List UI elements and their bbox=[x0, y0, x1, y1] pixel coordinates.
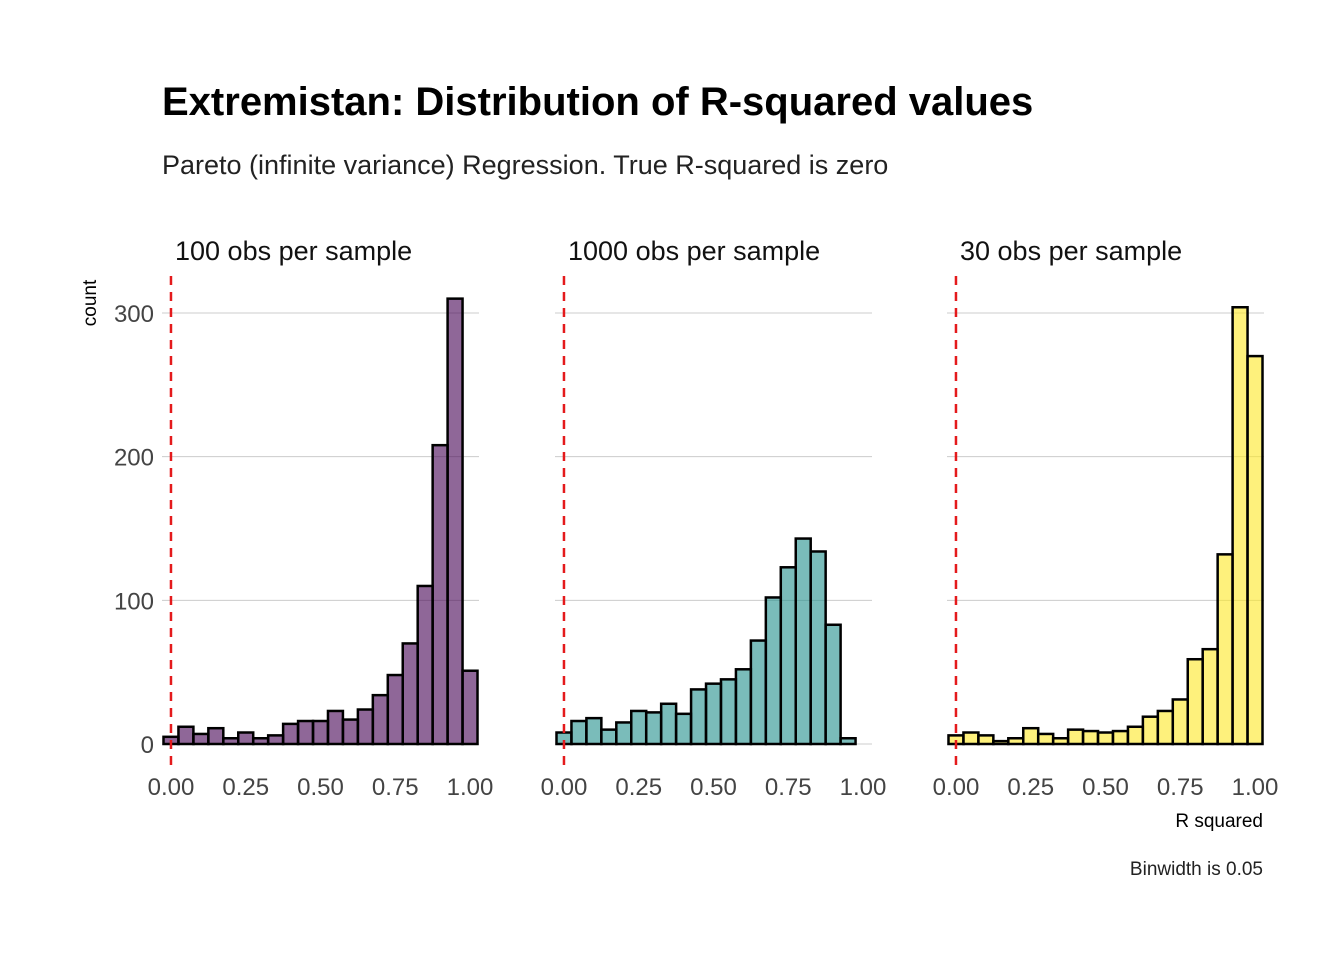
facet-label: 1000 obs per sample bbox=[568, 236, 820, 266]
histogram-bar bbox=[222, 737, 240, 746]
histogram-bar bbox=[1156, 709, 1175, 746]
x-tick-label: 0.00 bbox=[933, 774, 980, 801]
x-tick-label: 0.00 bbox=[148, 774, 195, 801]
histogram-bar bbox=[1066, 728, 1085, 746]
x-tick-label: 0.25 bbox=[222, 774, 269, 801]
histogram-bar bbox=[1111, 729, 1130, 746]
histogram-bar bbox=[311, 719, 330, 746]
histogram-bar bbox=[779, 566, 797, 746]
histogram-bar bbox=[704, 682, 723, 746]
histogram-bar bbox=[585, 716, 603, 746]
y-tick-label: 200 bbox=[114, 445, 154, 472]
facet-panel: 100 obs per sample 0 100 200 300 0.00 0.25 0.50… bbox=[114, 236, 493, 801]
histogram-bar bbox=[177, 725, 195, 746]
x-tick-label: 1.00 bbox=[1232, 774, 1279, 801]
histogram-bar bbox=[416, 584, 434, 746]
facet-panel: 1000 obs per sample 0.00 0.25 0.50 0.75 1.00 bbox=[541, 236, 887, 801]
histogram-bar bbox=[644, 711, 663, 746]
y-tick-label: 0 bbox=[141, 732, 154, 759]
histogram-bar bbox=[266, 734, 285, 746]
histogram-bar bbox=[1186, 657, 1204, 746]
histogram-bar bbox=[962, 731, 980, 746]
histogram-bar bbox=[1246, 354, 1264, 746]
x-tick-label: 0.00 bbox=[541, 774, 588, 801]
histogram-bar bbox=[1126, 725, 1145, 746]
histogram-bar bbox=[1231, 306, 1249, 746]
facet-panel: 30 obs per sample 0.00 0.25 0.50 0.75 1.00 bbox=[933, 236, 1279, 801]
histogram-bar bbox=[719, 678, 738, 746]
histogram-bar bbox=[734, 668, 753, 746]
y-axis-title: count bbox=[80, 279, 101, 326]
x-tick-label: 0.50 bbox=[690, 774, 737, 801]
y-tick-label: 300 bbox=[114, 301, 154, 328]
x-tick-label: 0.75 bbox=[765, 774, 812, 801]
histogram-bar bbox=[824, 623, 842, 746]
histogram-bar bbox=[992, 739, 1010, 746]
x-tick-label: 0.75 bbox=[1157, 774, 1204, 801]
histogram-bar bbox=[674, 712, 693, 746]
histogram-bar bbox=[977, 734, 995, 746]
histogram-bar bbox=[401, 642, 419, 746]
histogram-bar bbox=[356, 708, 375, 746]
histogram-bar bbox=[1216, 553, 1234, 746]
histogram-bar bbox=[1141, 715, 1160, 746]
y-tick-label: 100 bbox=[114, 588, 154, 615]
chart-subtitle: Pareto (infinite variance) Regression. T… bbox=[162, 150, 888, 180]
histogram-bar bbox=[192, 732, 210, 746]
histogram-bar bbox=[326, 709, 345, 746]
x-tick-label: 0.25 bbox=[615, 774, 662, 801]
histogram-bar bbox=[251, 737, 270, 746]
histogram-bar bbox=[1096, 731, 1115, 746]
x-tick-label: 0.50 bbox=[1082, 774, 1129, 801]
x-tick-label: 1.00 bbox=[840, 774, 887, 801]
histogram-bar bbox=[630, 709, 648, 746]
x-tick-label: 0.50 bbox=[297, 774, 344, 801]
chart-caption: Binwidth is 0.05 bbox=[1130, 859, 1263, 880]
histogram-bar bbox=[371, 693, 390, 746]
histogram-bar bbox=[386, 673, 404, 746]
chart-title: Extremistan: Distribution of R-squared v… bbox=[162, 80, 1033, 124]
histogram-bar bbox=[839, 737, 857, 746]
histogram-bar bbox=[341, 718, 360, 746]
histogram-bar bbox=[809, 550, 827, 746]
facet-label: 30 obs per sample bbox=[960, 236, 1182, 266]
histogram-bar bbox=[689, 688, 708, 746]
histogram-bar bbox=[296, 719, 315, 746]
histogram-bar bbox=[615, 721, 633, 746]
histogram-bar bbox=[1081, 729, 1100, 746]
histogram-bar bbox=[461, 669, 479, 746]
x-axis-title: R squared bbox=[1175, 811, 1263, 832]
histogram-bar bbox=[237, 731, 255, 746]
histogram-bar bbox=[207, 726, 225, 746]
histogram-bar bbox=[1007, 737, 1025, 746]
facet-label: 100 obs per sample bbox=[175, 236, 412, 266]
histogram-bar bbox=[659, 702, 678, 746]
histogram-bar bbox=[1022, 726, 1040, 746]
histogram-bar bbox=[446, 297, 464, 746]
histogram-bar bbox=[431, 443, 449, 746]
histogram-bar bbox=[1051, 737, 1070, 746]
histogram-bar bbox=[794, 537, 812, 746]
histogram-bar bbox=[1201, 647, 1219, 746]
histogram-bar bbox=[1036, 732, 1055, 746]
facet-panels: 100 obs per sample 0 100 200 300 0.00 0.25 0.50… bbox=[114, 236, 1278, 801]
x-tick-label: 0.75 bbox=[372, 774, 419, 801]
histogram-bar bbox=[1171, 698, 1189, 746]
x-tick-label: 0.25 bbox=[1007, 774, 1054, 801]
histogram-bar bbox=[281, 722, 300, 746]
histogram-bar bbox=[600, 728, 618, 746]
histogram-bar bbox=[570, 719, 588, 746]
histogram-bar bbox=[764, 596, 783, 746]
x-tick-label: 1.00 bbox=[447, 774, 494, 801]
histogram-bar bbox=[749, 639, 768, 746]
